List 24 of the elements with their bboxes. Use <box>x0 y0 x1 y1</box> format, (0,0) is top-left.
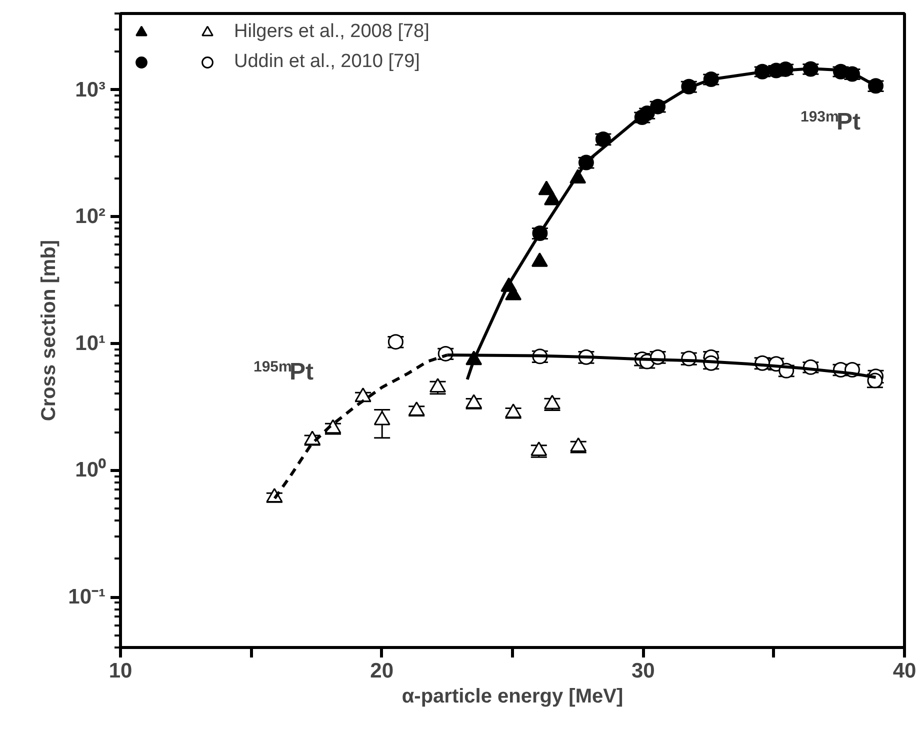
x-tick-label: 10 <box>108 660 132 682</box>
point <box>408 401 425 416</box>
point <box>570 437 587 452</box>
y-tick-label: 10² <box>75 205 106 228</box>
point <box>544 394 560 410</box>
x-tick-label: 20 <box>370 660 394 682</box>
legend-label: Hilgers et al., 2008 [78] <box>234 21 430 43</box>
x-axis-title: α-particle energy [MeV] <box>402 686 624 708</box>
x-tick-label: 40 <box>892 660 916 682</box>
y-axis-title: Cross section [mb] <box>38 240 60 422</box>
point <box>430 378 446 392</box>
y-tick-label: 10³ <box>75 78 106 102</box>
y-tick-label: 10¹ <box>75 332 106 355</box>
point <box>324 419 342 434</box>
y-tick-label: 10⁻¹ <box>68 586 106 609</box>
point <box>466 394 482 409</box>
point <box>304 430 321 446</box>
point <box>530 442 548 456</box>
y-tick-label: 10⁰ <box>75 458 106 482</box>
point <box>374 410 390 426</box>
point <box>505 404 522 418</box>
point <box>354 387 372 402</box>
x-tick-label: 30 <box>631 660 655 682</box>
legend-label: Uddin et al., 2010 [79] <box>234 51 420 73</box>
